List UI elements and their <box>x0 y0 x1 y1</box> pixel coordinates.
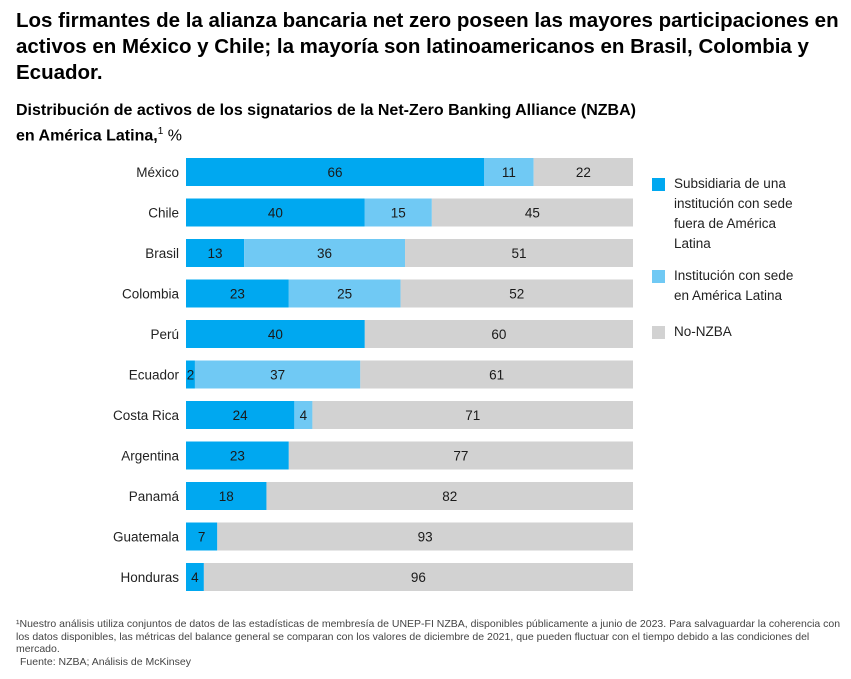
category-label: Ecuador <box>129 368 180 383</box>
bar-segment <box>186 158 484 186</box>
data-label: 25 <box>337 287 352 302</box>
data-label: 22 <box>576 165 591 180</box>
category-label: Honduras <box>120 570 179 585</box>
data-label: 18 <box>219 489 234 504</box>
data-label: 40 <box>268 206 283 221</box>
legend-swatch <box>652 270 665 283</box>
bar-segment <box>288 441 633 470</box>
footnote-text: ¹Nuestro análisis utiliza conjuntos de d… <box>16 618 841 655</box>
footnote-marker: 1 <box>157 126 164 137</box>
category-label: Chile <box>148 206 179 221</box>
data-label: 13 <box>208 246 223 261</box>
data-label: 60 <box>491 327 506 342</box>
bar-segment <box>266 482 633 510</box>
bar-segment <box>364 198 432 227</box>
subtitle-line1: Distribución de activos de los signatari… <box>16 102 636 119</box>
bar-segment <box>186 198 365 227</box>
bar-segment <box>244 239 406 267</box>
legend-label: Subsidiaria de una institución con sede … <box>674 176 793 251</box>
unit-label: % <box>167 127 182 145</box>
bar-segment <box>217 522 634 551</box>
data-label: 93 <box>418 530 433 545</box>
footnote: ¹Nuestro análisis utiliza conjuntos de d… <box>16 618 846 668</box>
bar-segment <box>294 401 313 429</box>
data-label: 2 <box>187 368 195 383</box>
bar-segment <box>533 158 633 186</box>
category-label: Colombia <box>122 287 180 302</box>
bar-segment <box>312 401 633 429</box>
bar-segment <box>186 360 195 389</box>
bar-segment <box>186 522 218 551</box>
chart-subtitle: Distribución de activos de los signatari… <box>16 100 636 146</box>
data-label: 4 <box>300 408 308 423</box>
data-label: 15 <box>391 206 406 221</box>
data-label: 77 <box>453 449 468 464</box>
data-label: 37 <box>270 368 285 383</box>
chart-title: Los firmantes de la alianza bancaria net… <box>16 9 839 84</box>
category-label: Perú <box>150 327 179 342</box>
legend-swatch <box>652 326 665 339</box>
bar-segment <box>186 441 289 470</box>
source-text: Fuente: NZBA; Análisis de McKinsey <box>20 655 191 668</box>
data-label: 36 <box>317 246 332 261</box>
bar-segment <box>186 239 245 267</box>
bar-segment <box>203 563 633 591</box>
data-label: 23 <box>230 449 245 464</box>
bar-segment <box>484 158 534 186</box>
bar-segment <box>405 239 633 267</box>
category-label: Guatemala <box>113 530 180 545</box>
bar-segment <box>186 482 267 510</box>
legend-item-latam: Institución con sede en América Latina <box>652 266 802 306</box>
bar-segment <box>360 360 633 389</box>
data-label: 23 <box>230 287 245 302</box>
category-label: Costa Rica <box>113 408 180 423</box>
bar-segment <box>288 279 401 308</box>
bar-segment <box>400 279 633 308</box>
legend-label: Institución con sede en América Latina <box>674 268 794 303</box>
data-label: 61 <box>489 368 504 383</box>
bar-segment <box>186 320 365 348</box>
bar-segment <box>186 563 204 591</box>
data-label: 24 <box>233 408 249 423</box>
data-label: 11 <box>502 165 516 180</box>
data-label: 40 <box>268 327 283 342</box>
bar-segment <box>194 360 361 389</box>
data-label: 66 <box>327 165 342 180</box>
bar-segment <box>186 401 295 429</box>
data-label: 52 <box>509 287 524 302</box>
data-label: 45 <box>525 206 540 221</box>
category-label: Argentina <box>121 449 179 464</box>
legend-swatch <box>652 178 665 191</box>
data-label: 82 <box>442 489 457 504</box>
category-label: Panamá <box>129 489 180 504</box>
bar-segment <box>186 279 289 308</box>
legend-item-subsidiary: Subsidiaria de una institución con sede … <box>652 174 802 254</box>
legend-item-non-nzba: No-NZBA <box>652 322 802 342</box>
category-label: México <box>136 165 179 180</box>
data-label: 4 <box>191 570 199 585</box>
bar-segment <box>431 198 633 227</box>
data-label: 51 <box>511 246 526 261</box>
data-label: 96 <box>411 570 426 585</box>
legend-label: No-NZBA <box>674 324 732 339</box>
bar-segment <box>364 320 633 348</box>
data-label: 71 <box>465 408 480 423</box>
data-label: 7 <box>198 530 206 545</box>
subtitle-line2: en América Latina, <box>16 127 158 145</box>
category-label: Brasil <box>145 246 179 261</box>
